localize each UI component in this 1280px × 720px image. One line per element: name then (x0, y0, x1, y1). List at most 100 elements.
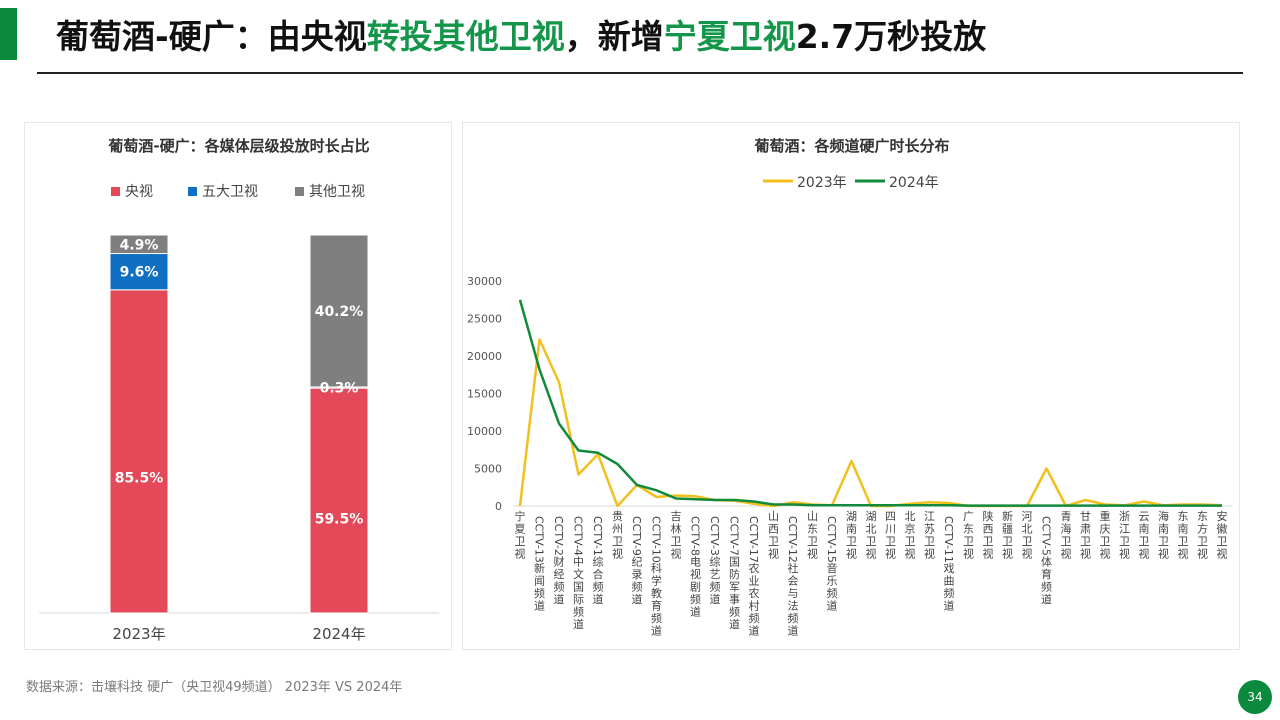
title-part-3: 2.7万秒投放 (795, 17, 987, 56)
line-x-label-text-21: 江苏卫视 (924, 510, 935, 561)
line-x-label-code-3: CCTV-4 (572, 516, 585, 556)
line-x-label-text-28: 青海卫视 (1061, 510, 1072, 561)
line-x-label-21: 江苏卫视 (924, 510, 935, 561)
channel-duration-chart-panel: 葡萄酒：各频道硬广时长分布 2023年 2024年 0 5000 10000 15000 20… (462, 122, 1240, 650)
title-divider (37, 72, 1243, 74)
line-x-label-text-27: 体育频道 (1041, 555, 1052, 607)
bar-value-label-0-2: 4.9% (120, 237, 159, 253)
line-x-label-code-11: CCTV-7 (728, 516, 741, 556)
line-y-tick-0: 0 (495, 500, 502, 513)
bar-segment-0-0 (109, 289, 169, 614)
line-y-tick-3: 15000 (467, 388, 502, 401)
bar-value-label-1-0: 59.5% (315, 512, 364, 528)
line-x-label-31: 浙江卫视 (1119, 510, 1130, 561)
line-x-label-text-13: 山西卫视 (768, 510, 779, 561)
page-number-badge: 34 (1238, 680, 1272, 714)
line-x-label-text-36: 安徽卫视 (1217, 509, 1228, 561)
line-x-label-text-10: 综艺频道 (710, 555, 721, 607)
line-x-label-code-27: CCTV-5 (1040, 516, 1053, 556)
line-x-label-text-0: 宁夏卫视 (515, 509, 526, 561)
line-x-label-text-22: 戏曲频道 (944, 562, 955, 613)
line-x-label-28: 青海卫视 (1061, 510, 1072, 561)
title-part-1: 葡萄酒-硬广：由央视 (56, 17, 367, 56)
bar-legend-swatch-0 (111, 187, 120, 196)
line-y-tick-4: 20000 (467, 350, 502, 363)
line-x-label-code-6: CCTV-9 (630, 516, 643, 556)
line-x-label-code-22: CCTV-11 (942, 516, 955, 563)
line-x-label-code-2: CCTV-2 (552, 516, 565, 556)
line-x-label-text-18: 湖北卫视 (866, 510, 877, 561)
line-x-label-15: 山东卫视 (807, 510, 818, 561)
line-x-label-text-15: 山东卫视 (807, 510, 818, 561)
media-share-chart-panel: 葡萄酒-硬广：各媒体层级投放时长占比 央视 五大卫视 其他卫视 85.5% 9.6% 4.9… (24, 122, 452, 650)
line-x-label-code-12: CCTV-17 (747, 516, 760, 563)
bar-segment-1-2 (309, 234, 369, 388)
line-y-tick-5: 25000 (467, 313, 502, 326)
line-x-label-code-4: CCTV-1 (591, 516, 604, 556)
line-x-label-13: 山西卫视 (768, 510, 779, 561)
line-x-label-text-9: 电视剧频道 (690, 556, 701, 619)
line-y-tick-1: 5000 (474, 463, 502, 476)
line-x-label-29: 甘肃卫视 (1080, 510, 1091, 561)
line-x-label-text-30: 重庆卫视 (1100, 509, 1111, 561)
line-x-label-23: 广东卫视 (963, 510, 974, 561)
bar-chart-title: 葡萄酒-硬广：各媒体层级投放时长占比 (107, 137, 369, 155)
line-x-label-text-19: 四川卫视 (885, 510, 896, 561)
line-series-1 (518, 299, 1222, 507)
bar-legend-swatch-2 (295, 187, 304, 196)
line-x-label-text-20: 北京卫视 (905, 510, 916, 561)
line-x-label-36: 安徽卫视 (1217, 509, 1228, 561)
line-x-label-text-33: 海南卫视 (1158, 509, 1169, 561)
line-x-label-text-1: 新闻频道 (534, 561, 545, 613)
line-x-label-20: 北京卫视 (905, 510, 916, 561)
line-x-label-5: 贵州卫视 (612, 510, 623, 561)
line-x-label-text-29: 甘肃卫视 (1080, 510, 1091, 561)
title-part-2: ，新增 (564, 17, 664, 56)
line-x-label-text-2: 财经频道 (554, 555, 565, 607)
line-x-label-18: 湖北卫视 (866, 510, 877, 561)
line-x-label-30: 重庆卫视 (1100, 509, 1111, 561)
line-x-label-34: 东南卫视 (1178, 510, 1189, 561)
bar-value-label-0-0: 85.5% (115, 470, 164, 486)
line-x-label-26: 河北卫视 (1022, 510, 1033, 561)
data-source-note: 数据来源：击壤科技 硬广（央卫视49频道） 2023年 VS 2024年 (26, 680, 403, 695)
line-series-0 (518, 338, 1223, 508)
line-x-label-text-4: 综合频道 (593, 555, 604, 607)
line-x-label-32: 云南卫视 (1139, 510, 1150, 561)
line-y-tick-6: 30000 (467, 275, 502, 288)
line-y-tick-2: 10000 (467, 425, 502, 438)
bar-segment-1-0 (309, 387, 369, 614)
line-x-label-code-7: CCTV-10 (650, 516, 663, 563)
bar-legend-label-2: 其他卫视 (309, 184, 365, 200)
bar-legend-label-1: 五大卫视 (202, 184, 258, 200)
line-x-label-0: 宁夏卫视 (515, 509, 526, 561)
line-chart-title: 葡萄酒：各频道硬广时长分布 (753, 137, 949, 155)
line-x-label-text-17: 湖南卫视 (846, 510, 857, 561)
line-x-label-text-35: 东方卫视 (1197, 510, 1208, 561)
line-x-label-text-26: 河北卫视 (1022, 510, 1033, 561)
line-legend-label-1: 2024年 (889, 175, 939, 191)
bar-segment-0-2 (109, 234, 169, 255)
line-x-label-text-14: 社会与法频道 (788, 561, 799, 638)
line-x-label-text-31: 浙江卫视 (1119, 510, 1130, 561)
line-x-label-text-32: 云南卫视 (1139, 510, 1150, 561)
channel-duration-line-chart: 葡萄酒：各频道硬广时长分布 2023年 2024年 0 5000 10000 15000 20… (467, 137, 1233, 638)
line-x-label-code-9: CCTV-8 (689, 516, 702, 556)
bar-value-label-0-1: 9.6% (120, 265, 159, 281)
line-x-label-17: 湖南卫视 (846, 510, 857, 561)
line-x-label-text-12: 农业农村频道 (749, 561, 760, 638)
bar-segment-0-1 (109, 253, 169, 291)
line-x-label-19: 四川卫视 (885, 510, 896, 561)
